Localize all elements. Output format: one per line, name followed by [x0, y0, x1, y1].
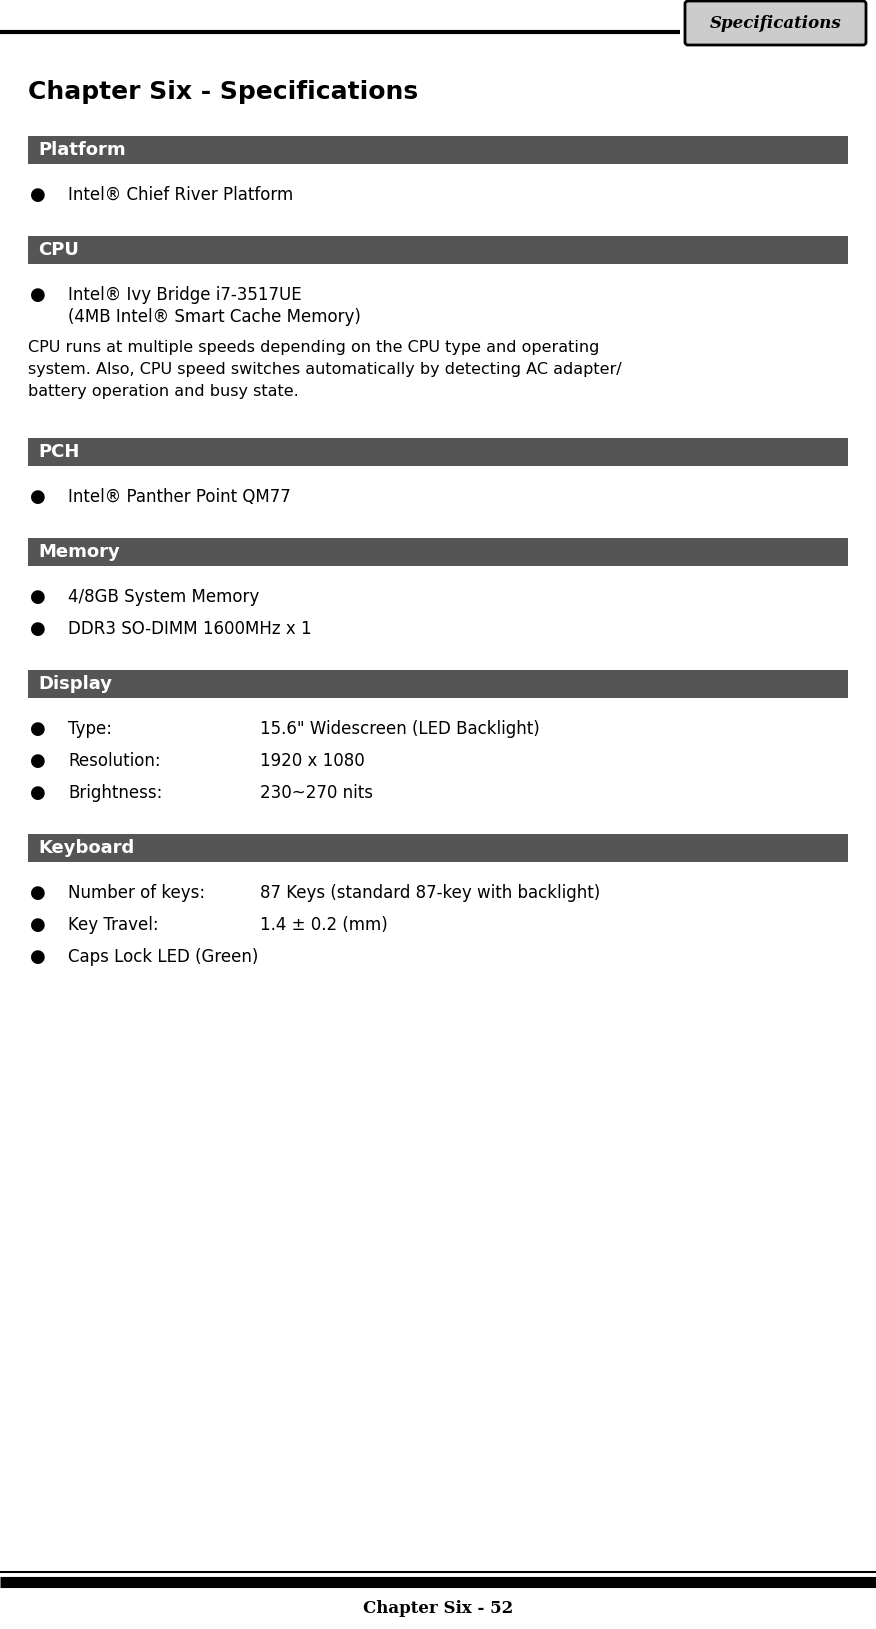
Text: CPU runs at multiple speeds depending on the CPU type and operating: CPU runs at multiple speeds depending on…: [28, 340, 599, 355]
Text: PCH: PCH: [38, 443, 80, 461]
Text: ●: ●: [30, 885, 46, 902]
Text: ●: ●: [30, 915, 46, 933]
Text: 1920 x 1080: 1920 x 1080: [260, 753, 364, 771]
Text: Platform: Platform: [38, 142, 125, 160]
Text: Intel® Panther Point QM77: Intel® Panther Point QM77: [68, 489, 291, 507]
Bar: [28, 670, 848, 697]
Text: Display: Display: [38, 674, 112, 692]
Text: 230~270 nits: 230~270 nits: [260, 784, 373, 801]
Text: 1.4 ± 0.2 (mm): 1.4 ± 0.2 (mm): [260, 915, 388, 933]
Text: Specifications: Specifications: [710, 15, 841, 31]
Text: ●: ●: [30, 186, 46, 204]
Text: CPU: CPU: [38, 241, 79, 259]
Text: ●: ●: [30, 588, 46, 606]
Text: 4/8GB System Memory: 4/8GB System Memory: [68, 588, 259, 606]
Text: Keyboard: Keyboard: [38, 839, 134, 857]
Text: DDR3 SO-DIMM 1600MHz x 1: DDR3 SO-DIMM 1600MHz x 1: [68, 621, 312, 639]
Text: Chapter Six - 52: Chapter Six - 52: [363, 1600, 513, 1618]
Text: Type:: Type:: [68, 720, 112, 738]
Text: ●: ●: [30, 753, 46, 771]
Text: Chapter Six - Specifications: Chapter Six - Specifications: [28, 80, 418, 104]
Text: Key Travel:: Key Travel:: [68, 915, 159, 933]
Text: battery operation and busy state.: battery operation and busy state.: [28, 384, 299, 399]
FancyBboxPatch shape: [685, 2, 866, 46]
Text: Resolution:: Resolution:: [68, 753, 160, 771]
Bar: [28, 438, 848, 466]
Text: ●: ●: [30, 720, 46, 738]
Bar: [28, 834, 848, 862]
Text: ●: ●: [30, 287, 46, 305]
Text: Memory: Memory: [38, 542, 120, 560]
Text: Intel® Chief River Platform: Intel® Chief River Platform: [68, 186, 293, 204]
Text: 87 Keys (standard 87-key with backlight): 87 Keys (standard 87-key with backlight): [260, 885, 600, 902]
Text: system. Also, CPU speed switches automatically by detecting AC adapter/: system. Also, CPU speed switches automat…: [28, 362, 622, 376]
Bar: [28, 538, 848, 565]
Text: 15.6" Widescreen (LED Backlight): 15.6" Widescreen (LED Backlight): [260, 720, 540, 738]
Bar: [28, 135, 848, 165]
Text: ●: ●: [30, 621, 46, 639]
Text: (4MB Intel® Smart Cache Memory): (4MB Intel® Smart Cache Memory): [68, 308, 361, 326]
Text: ●: ●: [30, 784, 46, 801]
Text: ●: ●: [30, 948, 46, 966]
Text: Caps Lock LED (Green): Caps Lock LED (Green): [68, 948, 258, 966]
Text: ●: ●: [30, 489, 46, 507]
Text: Brightness:: Brightness:: [68, 784, 162, 801]
Text: Intel® Ivy Bridge i7-3517UE: Intel® Ivy Bridge i7-3517UE: [68, 287, 301, 305]
Text: Number of keys:: Number of keys:: [68, 885, 205, 902]
Bar: [28, 236, 848, 264]
